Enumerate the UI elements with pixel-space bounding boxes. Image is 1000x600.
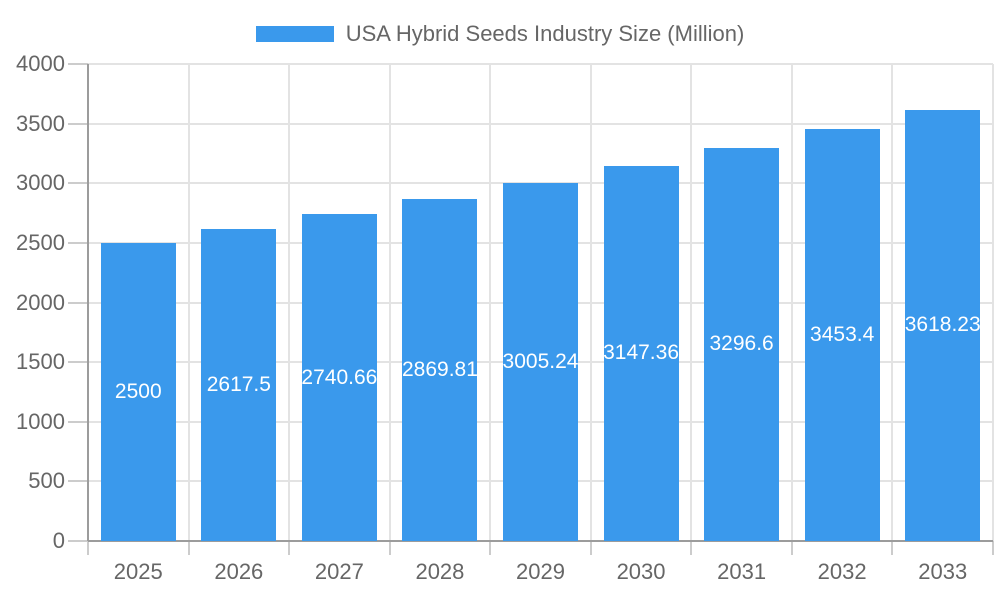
y-axis-tick-label: 0 [52,528,65,553]
x-axis-tick-label: 2026 [214,559,264,584]
x-axis-tick [992,541,994,555]
y-axis-tick-label: 1500 [16,349,65,375]
legend: USA Hybrid Seeds Industry Size (Million) [0,20,1000,48]
x-axis-tick [288,541,291,555]
x-axis-tick-label: 2030 [616,559,666,584]
x-axis-tick-label: 2032 [817,559,867,584]
bar-value-label: 3453.4 [810,323,875,347]
y-axis-tick [68,480,88,483]
bar [301,214,377,541]
x-axis-tick-label: 2027 [314,559,364,584]
y-axis-tick-label: 500 [28,468,65,494]
y-axis-tick [68,301,88,304]
y-axis-tick-label: 3500 [16,110,65,136]
bar [905,109,981,541]
x-axis-tick-label: 2033 [918,559,968,584]
gridline-horizontal [88,63,993,65]
bar [603,165,679,541]
x-axis-tick-label: 2025 [113,559,163,584]
y-axis-tick [68,361,88,364]
x-axis-tick [388,541,391,555]
bar [100,242,176,541]
y-axis-tick-label: 2500 [16,229,65,255]
bar-value-label: 3296.6 [709,332,774,356]
bar [503,182,578,541]
legend-label[interactable]: USA Hybrid Seeds Industry Size (Million) [345,21,745,46]
x-axis-line [88,540,993,542]
legend-swatch[interactable] [255,26,334,42]
gridline-vertical [790,64,793,541]
gridline-vertical [187,64,190,541]
bar [804,129,880,541]
x-axis-tick [187,541,190,555]
x-axis-tick [489,541,492,555]
y-axis-tick [68,63,88,65]
gridline-vertical [489,64,492,541]
gridline-vertical [589,64,592,541]
x-axis-tick [87,541,89,555]
y-axis-tick [68,122,88,125]
gridline-horizontal [88,122,993,125]
y-axis-tick [68,540,88,542]
y-axis-tick-label: 1000 [16,408,65,434]
x-axis-tick [690,541,693,555]
x-axis-tick-label: 2028 [415,559,465,584]
gridline-vertical [891,64,894,541]
y-axis-line [87,64,89,541]
gridline-vertical [288,64,291,541]
y-axis-tick [68,182,88,185]
bar [402,198,478,541]
x-axis-tick-label: 2031 [717,559,767,584]
bar-value-label: 2740.66 [301,365,378,389]
y-axis-tick-label: 3000 [16,170,65,196]
gridline-vertical [388,64,391,541]
bar-value-label: 3005.24 [502,349,579,373]
x-axis-tick [589,541,592,555]
bar [201,228,277,541]
bar-value-label: 2500 [114,379,162,403]
y-axis-tick [68,241,88,244]
y-axis-tick-label: 4000 [16,51,65,76]
gridline-vertical [992,64,994,541]
bar [704,147,780,541]
bar-value-label: 2617.5 [206,372,271,396]
y-axis-tick [68,420,88,423]
x-axis-tick [790,541,793,555]
bar-value-label: 3147.36 [603,341,680,365]
gridline-vertical [690,64,693,541]
bar-value-label: 3618.23 [904,313,981,337]
bar-value-label: 2869.81 [401,357,478,381]
x-axis-tick-label: 2029 [516,559,565,584]
x-axis-tick [891,541,894,555]
y-axis-tick-label: 2000 [16,289,65,315]
